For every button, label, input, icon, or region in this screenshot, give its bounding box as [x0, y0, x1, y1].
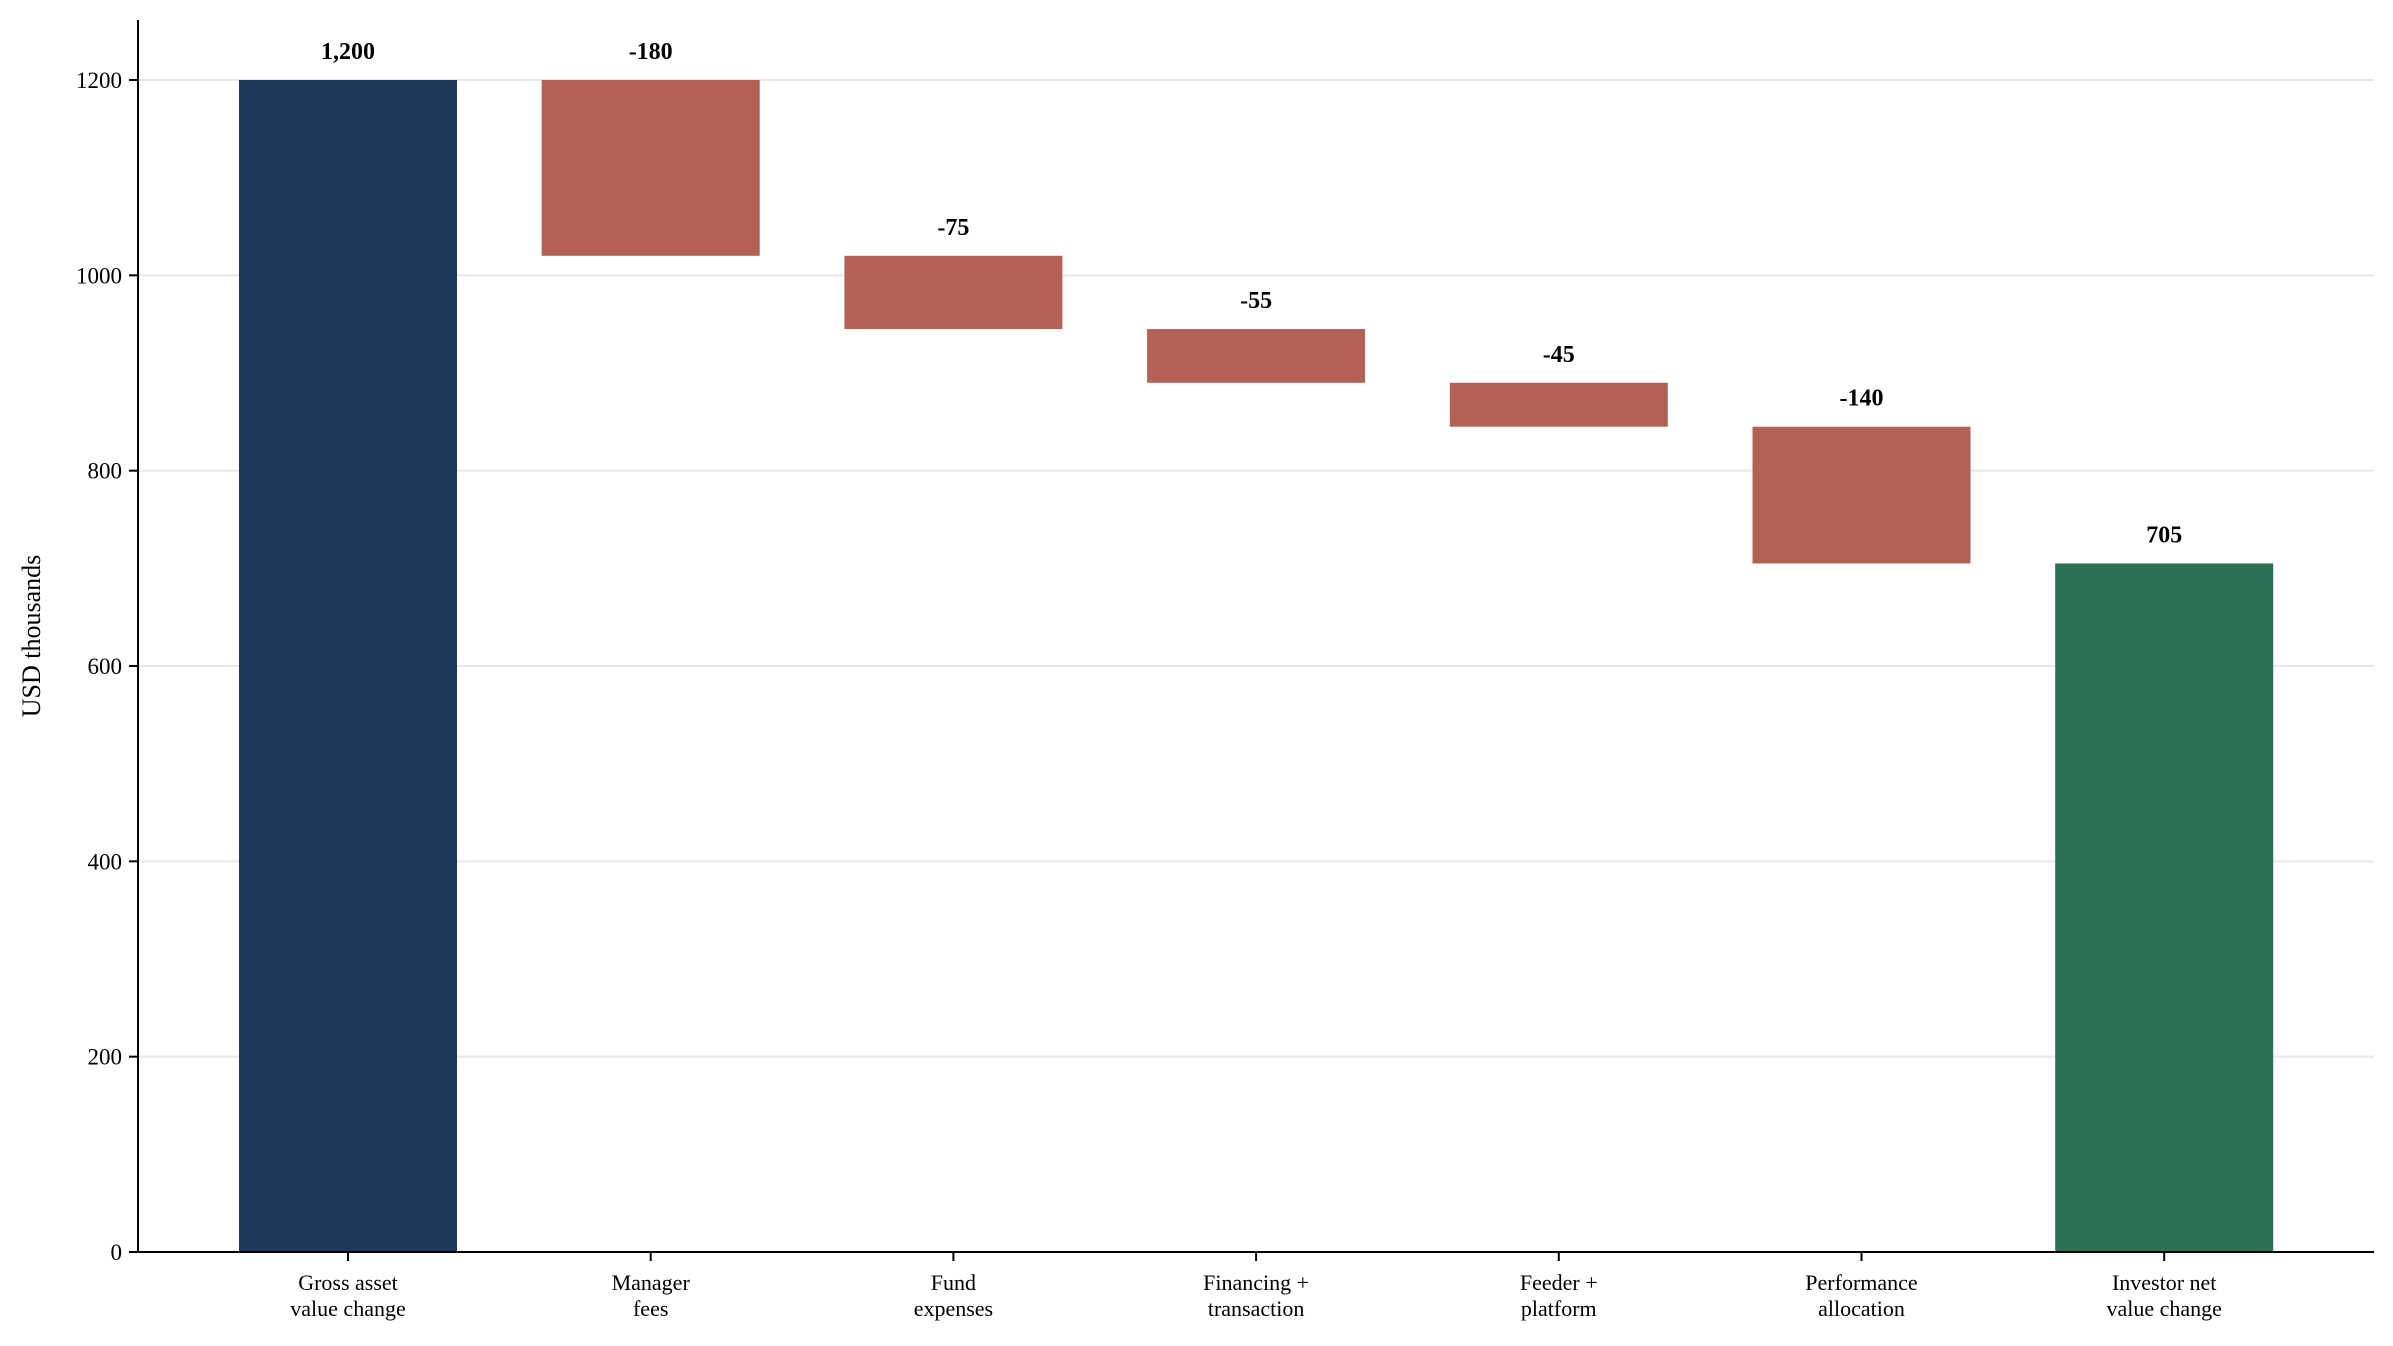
x-tick-label: Performance allocation [1805, 1270, 1917, 1321]
bar [541, 80, 760, 256]
y-tick-label: 400 [88, 849, 123, 874]
data-label: 1,200 [321, 39, 375, 65]
x-tick-label: Feeder + platform [1520, 1270, 1598, 1321]
y-ticks: 0 200 400 600 800 1000 1200 [76, 68, 138, 1265]
x-tick-label: Manager fees [612, 1270, 691, 1321]
data-label: -75 [937, 215, 969, 241]
y-axis-title: USD thousands [17, 555, 46, 718]
y-tick-label: 600 [88, 654, 123, 679]
x-tick-label: Investor net value change [2106, 1270, 2221, 1321]
x-tick-label: Financing + transaction [1203, 1270, 1309, 1321]
bar [2055, 563, 2274, 1252]
x-tick-label: Gross asset value change [290, 1270, 405, 1321]
bar [1752, 426, 1971, 564]
data-label: -45 [1543, 342, 1575, 368]
bar [1449, 382, 1668, 427]
bar [1147, 329, 1366, 383]
y-tick-label: 200 [88, 1045, 123, 1070]
data-label: -55 [1240, 288, 1272, 314]
y-tick-label: 800 [88, 459, 123, 484]
gridlines [138, 79, 2374, 1058]
y-tick-label: 0 [111, 1240, 123, 1265]
y-tick-label: 1200 [76, 68, 122, 93]
data-label: -180 [629, 39, 673, 65]
axes [137, 20, 2374, 1253]
bars [239, 80, 2274, 1252]
data-label: -140 [1840, 386, 1884, 412]
x-tick-label: Fund expenses [914, 1270, 993, 1321]
bar [239, 80, 457, 1252]
data-labels: 1,200 -180 -75 -55 -45 -140 705 [321, 39, 2182, 548]
x-ticks: Gross asset value change Manager fees Fund ex… [290, 1252, 2222, 1321]
data-label: 705 [2146, 522, 2182, 548]
y-tick-label: 1000 [76, 263, 122, 288]
bar [844, 255, 1063, 330]
